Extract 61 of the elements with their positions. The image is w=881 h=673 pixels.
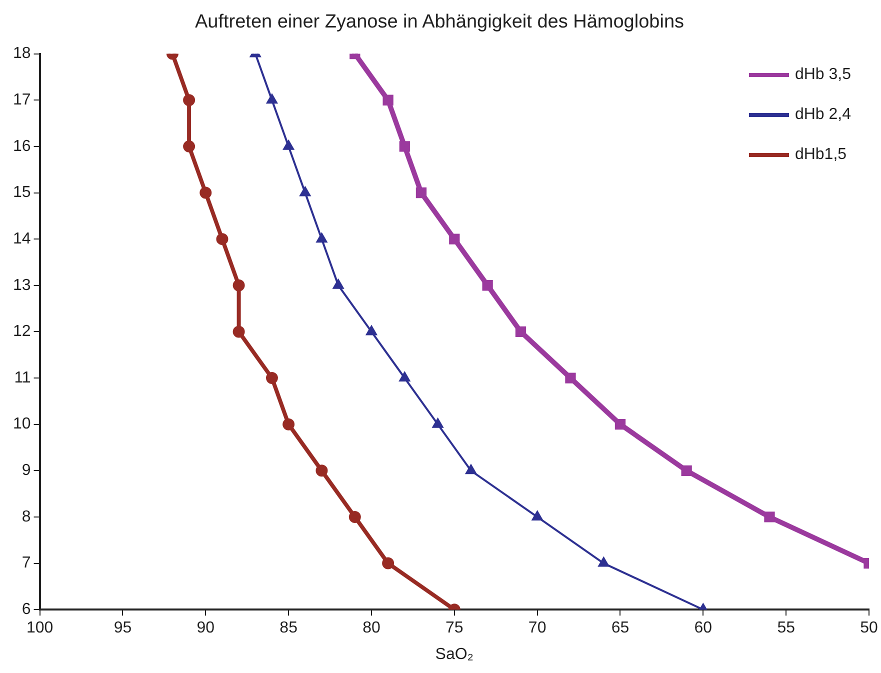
y-tick-label: 7 bbox=[22, 554, 31, 572]
y-tick-label: 11 bbox=[14, 369, 31, 386]
x-tick-label: 60 bbox=[694, 620, 712, 637]
x-tick-label: 75 bbox=[446, 620, 464, 637]
point bbox=[316, 464, 328, 477]
x-axis-title: SaO₂ bbox=[435, 646, 474, 663]
y-tick-label: 18 bbox=[13, 45, 31, 62]
point bbox=[515, 326, 526, 338]
x-tick-label: 100 bbox=[26, 620, 54, 637]
legend-label: dHb1,5 bbox=[794, 146, 847, 164]
point bbox=[366, 326, 377, 336]
point bbox=[432, 418, 444, 428]
point bbox=[565, 372, 576, 384]
legend-label: dHb 3,5 bbox=[794, 66, 851, 84]
point bbox=[598, 557, 609, 567]
point bbox=[283, 140, 294, 150]
point bbox=[681, 465, 692, 476]
point bbox=[614, 419, 626, 430]
y-tick-label: 10 bbox=[13, 416, 31, 433]
x-tick-label: 85 bbox=[280, 620, 298, 637]
point bbox=[532, 510, 543, 520]
chart-title: Auftreten einer Zyanose in Abhängigkeit des Hämoglobins bbox=[194, 12, 684, 33]
x-tick-label: 95 bbox=[114, 620, 132, 637]
y-tick-label: 13 bbox=[13, 276, 31, 294]
point bbox=[232, 279, 245, 292]
point bbox=[332, 279, 344, 289]
x-tick-label: 55 bbox=[777, 620, 796, 637]
point bbox=[300, 186, 310, 196]
y-tick-label: 9 bbox=[22, 462, 31, 480]
x-tick-label: 80 bbox=[362, 620, 380, 637]
x-tick-label: 50 bbox=[860, 620, 878, 637]
y-tick-label: 17 bbox=[13, 92, 31, 109]
point bbox=[216, 233, 228, 246]
point bbox=[449, 234, 460, 244]
point bbox=[183, 94, 196, 106]
point bbox=[399, 372, 410, 382]
point bbox=[382, 557, 394, 570]
y-tick-label: 8 bbox=[22, 508, 31, 526]
point bbox=[764, 512, 775, 522]
point bbox=[266, 94, 278, 104]
point bbox=[466, 464, 476, 474]
x-tick-label: 70 bbox=[528, 620, 546, 637]
point bbox=[399, 141, 410, 152]
y-tick-label: 12 bbox=[13, 323, 31, 340]
x-tick-label: 90 bbox=[196, 620, 215, 637]
legend-label: dHb 2,4 bbox=[794, 106, 851, 124]
y-tick-label: 16 bbox=[13, 138, 31, 155]
point bbox=[348, 510, 361, 523]
y-tick-label: 14 bbox=[13, 230, 31, 248]
point bbox=[482, 280, 493, 291]
point bbox=[232, 326, 245, 338]
y-tick-label: 6 bbox=[22, 601, 31, 618]
point bbox=[266, 372, 278, 384]
point bbox=[416, 187, 427, 198]
y-tick-label: 15 bbox=[13, 184, 31, 202]
point bbox=[316, 233, 328, 243]
x-tick-label: 65 bbox=[611, 620, 630, 637]
point bbox=[183, 140, 196, 152]
point bbox=[200, 186, 212, 199]
point bbox=[282, 418, 295, 430]
point bbox=[382, 94, 394, 106]
